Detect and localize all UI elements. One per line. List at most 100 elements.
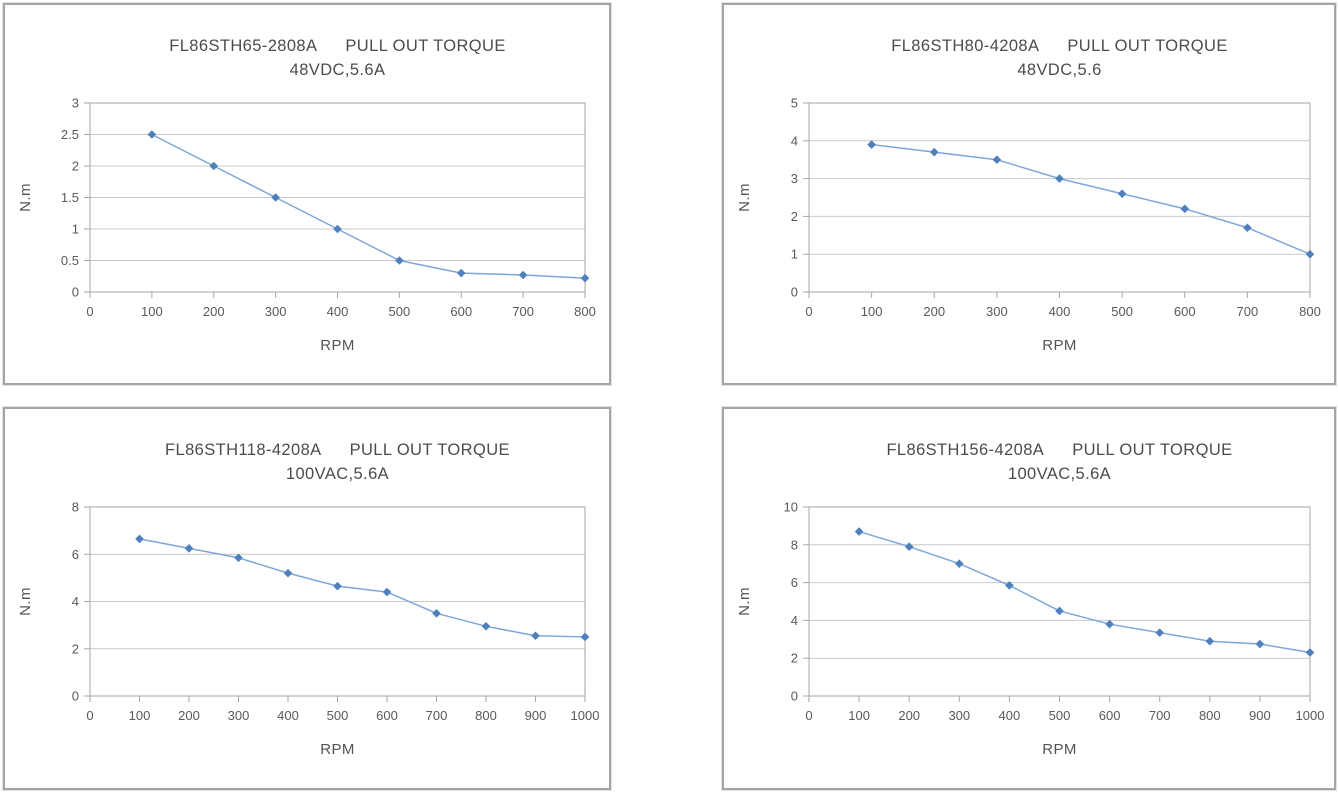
data-point	[333, 581, 342, 591]
x-tick-label: 900	[525, 708, 547, 723]
chart-subtitle: 48VDC,5.6	[1017, 61, 1101, 79]
y-tick-label: 0	[72, 689, 79, 704]
y-tick-label: 0	[791, 689, 798, 704]
x-tick-label: 800	[475, 708, 497, 723]
y-tick-label: 5	[791, 96, 798, 111]
y-axis-label: N.m	[17, 587, 34, 616]
chart-subtitle: 100VAC,5.6A	[1008, 465, 1111, 483]
data-point	[456, 268, 466, 278]
plot-border	[89, 506, 586, 697]
chart-title: FL86STH118-4208A PULL OUT TORQUE	[165, 441, 510, 459]
series-line	[151, 133, 586, 279]
x-tick-label: 600	[1174, 304, 1196, 319]
x-tick-label: 400	[999, 708, 1021, 723]
y-axis-label: N.m	[17, 183, 34, 212]
y-tick-label: 4	[72, 594, 79, 609]
x-tick-label: 700	[1149, 708, 1171, 723]
torque-chart-fl86sth80-4208a: FL86STH80-4208A PULL OUT TORQUE 48VDC,5.6 0…	[736, 37, 1321, 354]
torque-chart-fl86sth156-4208a: FL86STH156-4208A PULL OUT TORQUE 100VAC,5.…	[736, 441, 1324, 758]
x-tick-label: 800	[574, 304, 596, 319]
y-tick-label: 4	[791, 613, 798, 628]
data-point	[1155, 628, 1164, 637]
x-tick-label: 500	[327, 708, 349, 723]
chart-title: FL86STH156-4208A PULL OUT TORQUE	[886, 441, 1232, 459]
x-tick-label: 1000	[571, 708, 600, 723]
chart-title-model: FL86STH80-4208A	[891, 37, 1039, 55]
plot-border	[808, 506, 1311, 697]
x-tick-label: 700	[512, 304, 534, 319]
y-tick-label: 2	[791, 651, 798, 666]
chart-panel-fl86sth118-4208a: FL86STH118-4208A PULL OUT TORQUE 100VAC,5.…	[3, 407, 611, 790]
y-tick-label: 8	[791, 537, 798, 552]
chart-panel-fl86sth80-4208a: FL86STH80-4208A PULL OUT TORQUE 48VDC,5.6 0…	[722, 3, 1336, 385]
y-tick-label: 2	[791, 209, 798, 224]
data-point	[531, 631, 540, 641]
chart-title: FL86STH65-2808A PULL OUT TORQUE	[169, 37, 506, 55]
data-point	[955, 559, 964, 568]
data-point	[135, 534, 144, 544]
y-tick-label: 3	[791, 171, 798, 186]
x-axis-label: RPM	[1042, 337, 1077, 354]
x-tick-label: 100	[141, 304, 163, 319]
x-tick-label: 400	[327, 304, 349, 319]
x-tick-label: 700	[426, 708, 448, 723]
data-point	[1205, 636, 1215, 646]
data-point	[904, 542, 914, 551]
x-tick-label: 100	[848, 708, 870, 723]
chart-subtitle: 100VAC,5.6A	[286, 465, 389, 483]
x-tick-label: 300	[986, 304, 1008, 319]
x-tick-label: 0	[86, 708, 93, 723]
chart-title-label: PULL OUT TORQUE	[1067, 37, 1227, 55]
y-axis-label: N.m	[736, 183, 753, 212]
x-tick-label: 400	[277, 708, 299, 723]
y-tick-label: 4	[791, 133, 798, 148]
torque-chart-fl86sth65-2808a: FL86STH65-2808A PULL OUT TORQUE 48VDC,5.6A…	[17, 37, 596, 354]
chart-title: FL86STH80-4208A PULL OUT TORQUE	[891, 37, 1228, 55]
plot-border	[89, 102, 586, 293]
x-tick-label: 800	[1299, 304, 1321, 319]
data-point	[1305, 648, 1315, 657]
y-tick-label: 1	[791, 247, 798, 262]
y-tick-label: 2	[72, 641, 79, 656]
plot-border	[808, 102, 1311, 293]
y-tick-label: 1.5	[61, 190, 79, 205]
x-tick-label: 800	[1199, 708, 1221, 723]
y-tick-label: 8	[72, 500, 79, 515]
data-point	[1105, 619, 1114, 629]
chart-title-label: PULL OUT TORQUE	[345, 37, 505, 55]
data-point	[854, 527, 864, 536]
x-tick-label: 0	[86, 304, 93, 319]
data-point	[184, 544, 194, 553]
x-tick-label: 300	[228, 708, 250, 723]
data-point	[395, 256, 404, 265]
data-point	[1255, 639, 1265, 649]
x-tick-label: 500	[389, 304, 411, 319]
data-point	[147, 130, 157, 139]
y-tick-label: 2.5	[61, 127, 79, 142]
data-point	[382, 587, 392, 597]
data-point	[1180, 204, 1190, 214]
data-point	[1305, 249, 1315, 259]
x-axis-label: RPM	[1042, 741, 1077, 758]
series-line	[139, 538, 586, 638]
x-tick-label: 200	[898, 708, 920, 723]
x-axis-label: RPM	[320, 741, 355, 758]
x-tick-label: 200	[923, 304, 945, 319]
data-point	[283, 568, 293, 578]
data-point	[1055, 174, 1064, 183]
x-tick-label: 300	[265, 304, 287, 319]
chart-title-label: PULL OUT TORQUE	[1072, 441, 1232, 459]
x-tick-label: 900	[1249, 708, 1271, 723]
data-point	[209, 161, 219, 171]
x-tick-label: 200	[178, 708, 200, 723]
x-tick-label: 500	[1049, 708, 1071, 723]
chart-panel-fl86sth65-2808a: FL86STH65-2808A PULL OUT TORQUE 48VDC,5.6A…	[3, 3, 611, 385]
data-point	[518, 270, 528, 280]
x-tick-label: 600	[1099, 708, 1121, 723]
y-tick-label: 2	[72, 159, 79, 174]
y-tick-label: 3	[72, 96, 79, 111]
data-point	[432, 609, 441, 618]
series-line	[858, 530, 1311, 654]
x-tick-label: 100	[129, 708, 151, 723]
